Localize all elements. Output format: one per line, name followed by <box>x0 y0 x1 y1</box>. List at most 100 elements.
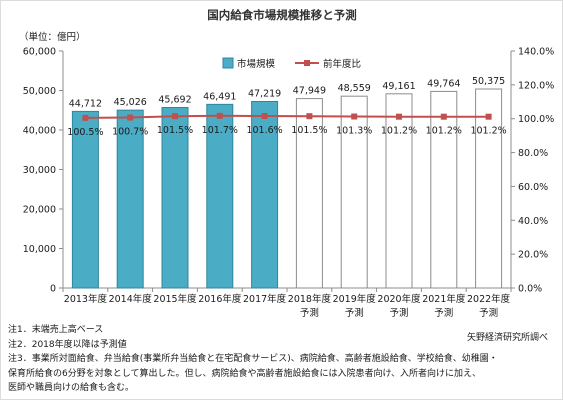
ratio-value-label-3: 101.5% <box>157 125 193 136</box>
x-tick-year-6: 2018年度 <box>288 293 332 305</box>
x-tick-label-4: 2016年度 <box>198 293 242 305</box>
market-size-bar-3 <box>161 107 189 289</box>
y-left-tick-label-7: 60,000 <box>23 47 56 58</box>
bar-value-label-4: 46,491 <box>203 91 236 102</box>
y-right-tick-label-6: 100.0% <box>518 114 554 125</box>
footnote-3: 注3．事業所対面給食、弁当給食(事業所弁当給食と在宅配食サービス)、病院給食、高… <box>8 354 498 365</box>
yoy-ratio-point-2 <box>127 114 134 121</box>
yoy-ratio-point-9 <box>440 113 447 120</box>
market-size-bar-4 <box>206 103 234 289</box>
x-tick-label-8: 2020年度予測 <box>377 293 421 319</box>
y-left-tick-label-4: 30,000 <box>23 165 56 176</box>
y-right-tick-label-3: 40.0% <box>518 216 548 227</box>
x-tick-year-3: 2015年度 <box>153 293 197 305</box>
bar-value-label-10: 50,375 <box>472 76 505 87</box>
x-tick-label-2: 2014年度 <box>109 293 153 305</box>
x-tick-year-8: 2020年度 <box>377 293 421 305</box>
y-left-tick-label-6: 50,000 <box>23 86 56 97</box>
market-size-bar-9 <box>430 90 458 289</box>
y-right-tick-label-5: 80.0% <box>518 148 548 159</box>
yoy-ratio-point-7 <box>351 113 358 120</box>
legend-swatch-yoy-marker <box>304 60 310 66</box>
ratio-value-label-6: 101.5% <box>291 125 327 136</box>
x-tick-forecast-note-8: 予測 <box>389 307 408 319</box>
y-right-tick-label-1: 0.0% <box>518 284 542 295</box>
x-tick-year-9: 2021年度 <box>422 293 466 305</box>
x-tick-label-7: 2019年度予測 <box>333 293 377 319</box>
x-tick-label-3: 2015年度 <box>153 293 197 305</box>
legend-label-market-size: 市場規模 <box>237 58 276 70</box>
yoy-ratio-line <box>85 114 489 119</box>
market-size-bar-1 <box>71 110 99 289</box>
yoy-ratio-point-8 <box>396 113 402 120</box>
market-size-bars <box>71 88 503 289</box>
ratio-value-label-8: 101.2% <box>381 126 417 137</box>
y-right-tick-label-8: 140.0% <box>518 47 554 58</box>
x-tick-forecast-note-6: 予測 <box>300 307 319 319</box>
y-right-tick-label-2: 20.0% <box>518 250 548 261</box>
x-tick-year-4: 2016年度 <box>198 293 242 305</box>
bar-value-label-8: 49,161 <box>382 81 415 92</box>
market-size-bar-5 <box>251 100 279 289</box>
yoy-ratio-point-1 <box>82 114 89 121</box>
bar-value-label-1: 44,712 <box>69 98 102 109</box>
market-size-bar-6 <box>295 98 323 289</box>
ratio-value-label-4: 101.7% <box>202 125 238 136</box>
ratio-value-label-5: 101.6% <box>246 125 282 136</box>
yoy-ratio-point-6 <box>306 113 313 120</box>
x-tick-year-7: 2019年度 <box>333 293 377 305</box>
y-right-tick-label-4: 60.0% <box>518 182 548 193</box>
x-tick-forecast-note-7: 予測 <box>345 307 364 319</box>
footnote-1: 注1．末端売上高ベース <box>8 325 104 335</box>
x-tick-forecast-note-9: 予測 <box>434 307 453 319</box>
x-tick-label-9: 2021年度予測 <box>422 293 466 319</box>
legend-label-yoy-ratio: 前年度比 <box>323 58 361 70</box>
x-tick-year-10: 2022年度 <box>467 293 511 305</box>
y-left-tick-label-5: 40,000 <box>23 126 56 137</box>
bar-value-label-9: 49,764 <box>427 78 460 89</box>
yoy-ratio-point-3 <box>172 113 178 120</box>
bar-value-label-5: 47,219 <box>248 88 281 99</box>
bar-value-label-7: 48,559 <box>338 83 371 94</box>
x-tick-label-1: 2013年度 <box>64 293 108 305</box>
x-tick-forecast-note-10: 予測 <box>479 307 498 319</box>
y-left-tick-label-1: 0 <box>50 284 56 295</box>
legend-swatch-market-size <box>222 57 234 69</box>
data-labels: 44,712 45,026 45,692 46,491 47,219 47,949 48,5… <box>67 76 506 138</box>
combo-chart: 国内給食市場規模推移と予測 （単位：億円） 0 10,000 20,000 30,00… <box>19 8 554 319</box>
footnote-2: 注2．2018年度以降は予測値 <box>8 339 127 350</box>
yoy-ratio-points <box>82 112 492 121</box>
ratio-value-label-2: 100.7% <box>112 127 148 138</box>
bar-value-label-3: 45,692 <box>158 95 191 106</box>
market-size-bar-2 <box>116 109 144 289</box>
x-tick-label-5: 2017年度 <box>243 293 287 305</box>
market-size-bar-10 <box>475 88 503 289</box>
footnote-3-cont-2: 医師や職員向けの給食も含む。 <box>8 383 135 394</box>
footnote-3-cont-1: 保育所給食の6分野を対象として算出した。但し、病院給食や高齢者施設給食には入院患… <box>8 368 482 379</box>
market-size-bar-7 <box>340 95 368 289</box>
ratio-value-label-9: 101.2% <box>426 126 462 137</box>
x-tick-year-5: 2017年度 <box>243 293 287 305</box>
y-left-tick-label-3: 20,000 <box>23 205 56 216</box>
y-right-tick-label-7: 120.0% <box>518 80 554 91</box>
legend: 市場規模 前年度比 <box>222 57 361 70</box>
unit-label: （単位：億円） <box>19 31 86 43</box>
bar-value-label-6: 47,949 <box>293 86 326 97</box>
x-tick-year-1: 2013年度 <box>64 293 108 305</box>
y-left-tick-label-2: 10,000 <box>23 244 56 255</box>
x-tick-year-2: 2014年度 <box>109 293 153 305</box>
footnotes: 注1．末端売上高ベース 注2．2018年度以降は予測値 注3．事業所対面給食、弁… <box>8 323 554 396</box>
chart-title: 国内給食市場規模推移と予測 <box>207 8 357 22</box>
yoy-ratio-point-4 <box>216 112 223 119</box>
bar-value-label-2: 45,026 <box>114 97 147 108</box>
ratio-value-label-7: 101.3% <box>336 126 372 137</box>
ratio-value-label-10: 101.2% <box>470 126 506 137</box>
ratio-value-label-1: 100.5% <box>67 127 103 138</box>
yoy-ratio-point-5 <box>261 113 268 120</box>
source-credit: 矢野経済研究所調べ <box>466 333 548 343</box>
market-size-bar-8 <box>385 93 413 289</box>
x-tick-label-6: 2018年度予測 <box>288 293 332 319</box>
x-tick-label-10: 2022年度予測 <box>467 293 511 319</box>
yoy-ratio-point-10 <box>485 113 492 120</box>
